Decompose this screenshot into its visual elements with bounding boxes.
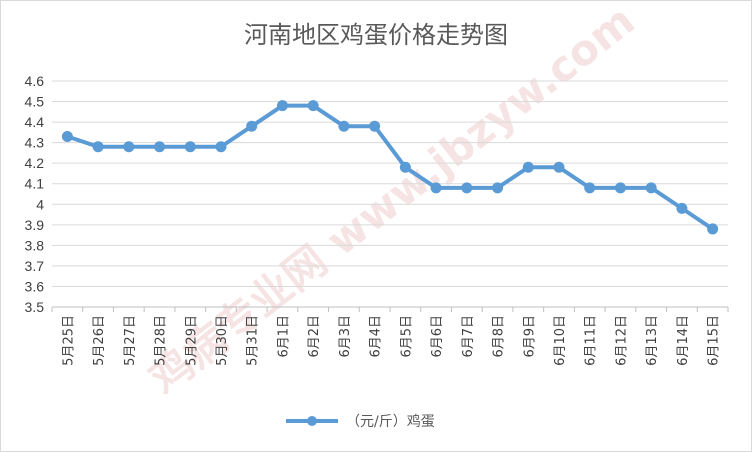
legend-marker-swatch: [307, 416, 317, 426]
data-point: [276, 100, 288, 112]
data-point: [676, 202, 688, 214]
data-point: [461, 182, 473, 194]
x-tick-label: 5月29日: [184, 315, 199, 366]
x-tick-label: 6月8日: [492, 315, 507, 358]
y-tick-label: 4.1: [25, 176, 45, 192]
x-tick-label: 6月5日: [399, 315, 414, 358]
x-tick-label: 6月6日: [430, 315, 445, 358]
x-tick-label: 6月3日: [338, 315, 353, 358]
y-tick-label: 4.4: [25, 114, 45, 130]
data-point: [553, 161, 565, 173]
data-point: [123, 141, 135, 153]
y-tick-label: 3.6: [25, 278, 45, 294]
x-tick-label: 6月10日: [553, 315, 568, 366]
data-point: [369, 120, 381, 132]
y-tick-label: 3.5: [25, 299, 45, 315]
series-line: [65, 103, 715, 231]
x-tick-label: 5月28日: [154, 315, 169, 366]
x-axis-ticks: 5月25日 5月26日 5月27日 5月28日 5月29日 5月30日 5月31日 6月1日 6…: [61, 315, 721, 366]
legend: （元/斤）鸡蛋: [286, 413, 435, 430]
y-tick-label: 4.5: [25, 94, 45, 110]
x-tick-label: 5月26日: [92, 315, 107, 366]
data-point: [215, 141, 227, 153]
data-point: [399, 161, 411, 173]
x-tick-label: 6月14日: [676, 315, 691, 366]
data-point: [154, 141, 166, 153]
data-point: [61, 130, 73, 142]
gridlines: [52, 80, 728, 308]
y-tick-label: 4.6: [25, 73, 45, 89]
x-tick-label: 6月12日: [614, 315, 629, 366]
x-tick-label: 5月25日: [61, 315, 76, 366]
x-tick-label: 6月4日: [369, 315, 384, 358]
data-point: [492, 182, 504, 194]
chart-title: 河南地区鸡蛋价格走势图: [244, 21, 508, 49]
y-tick-label: 4: [36, 196, 44, 212]
x-tick-label: 6月9日: [522, 315, 537, 358]
y-tick-label: 3.8: [25, 237, 45, 253]
data-point: [430, 182, 442, 194]
data-point: [522, 161, 534, 173]
x-tick-label: 6月2日: [307, 315, 322, 358]
data-point: [92, 141, 104, 153]
x-tick-label: 5月30日: [215, 315, 230, 366]
x-tick-label: 6月11日: [584, 315, 599, 366]
data-point: [584, 182, 596, 194]
legend-label: （元/斤）鸡蛋: [346, 413, 435, 430]
y-tick-label: 4.2: [25, 155, 45, 171]
x-tick-label: 6月15日: [707, 315, 722, 366]
data-point: [246, 120, 258, 132]
y-tick-label: 3.9: [25, 217, 45, 233]
data-point: [645, 182, 657, 194]
data-point: [707, 223, 719, 235]
data-point: [184, 141, 196, 153]
x-tick-label: 6月1日: [276, 315, 291, 358]
x-tick-label: 6月13日: [645, 315, 660, 366]
x-tick-label: 5月31日: [246, 315, 261, 366]
data-point: [307, 100, 319, 112]
x-axis: [51, 306, 729, 312]
x-tick-label: 6月7日: [461, 315, 476, 358]
data-point: [338, 120, 350, 132]
y-axis-ticks: 3.5 3.6 3.7 3.8 3.9 4 4.1 4.2 4.3 4.4 4.5 4.6: [25, 73, 45, 315]
x-tick-label: 5月27日: [123, 315, 138, 366]
y-tick-label: 4.3: [25, 135, 45, 151]
data-point: [614, 182, 626, 194]
series-group: [61, 100, 719, 235]
y-tick-label: 3.7: [25, 258, 45, 274]
